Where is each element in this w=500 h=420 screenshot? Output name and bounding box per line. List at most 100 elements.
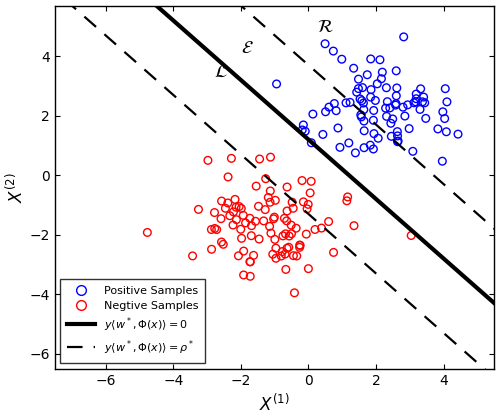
Y-axis label: $X^{(2)}$: $X^{(2)}$ [6,172,27,202]
Point [410,100,418,106]
Point [358,113,366,120]
Point [352,89,360,95]
Point [235,203,243,210]
Point [303,205,311,212]
Point [296,241,304,248]
Point [210,225,218,232]
Point [222,205,230,212]
Point [404,102,411,108]
Point [298,177,306,184]
Point [218,198,226,205]
Point [254,203,262,210]
Point [285,233,293,239]
Point [278,248,286,255]
Point [260,218,268,224]
Point [412,91,420,97]
Point [266,223,274,230]
Point [325,104,333,110]
Point [356,96,364,102]
Point [378,75,386,82]
Point [360,144,368,151]
Point [378,69,386,76]
Point [228,155,235,162]
Point [272,255,280,262]
Point [232,216,240,223]
Point [354,76,362,82]
Point [290,289,298,296]
Point [407,232,415,239]
Point [301,128,309,135]
Point [367,86,375,93]
Point [370,107,378,114]
Point [387,120,395,126]
Point [272,81,280,87]
Point [416,106,424,113]
Point [392,102,400,108]
Point [280,215,288,222]
Point [358,84,366,91]
Point [332,108,340,114]
Text: $\mathcal{E}$: $\mathcal{E}$ [241,39,254,57]
Point [248,232,256,239]
Point [360,106,368,113]
Point [420,100,428,106]
Point [376,56,384,63]
Point [409,148,417,155]
Point [418,98,426,105]
Point [401,113,409,119]
Point [266,188,274,194]
Point [267,230,275,236]
Point [360,127,368,134]
Point [394,133,402,139]
Point [309,111,317,118]
Point [282,266,290,273]
Point [188,252,196,259]
Point [285,244,293,251]
Point [399,104,407,110]
Point [382,84,390,91]
Point [384,98,392,105]
Legend: Positive Samples, Negtive Samples, $y\langle w^*, \Phi(x)\rangle = 0$, $y\langle: Positive Samples, Negtive Samples, $y\la… [60,279,205,363]
Point [217,215,225,222]
Point [204,157,212,164]
Point [443,98,451,105]
Point [208,246,216,253]
Point [240,248,248,255]
Point [296,242,304,249]
Point [324,218,332,225]
Text: $\mathcal{R}$: $\mathcal{R}$ [317,18,334,37]
Point [210,209,218,216]
Point [282,231,290,237]
Point [208,226,216,233]
Point [283,245,291,252]
Point [366,94,374,100]
Point [422,115,430,122]
Point [412,99,420,105]
Point [334,125,342,131]
Point [434,126,442,132]
Point [416,85,424,92]
Point [442,85,450,92]
Point [360,100,368,106]
Point [234,252,242,259]
Point [238,205,246,212]
Text: $\mathcal{L}$: $\mathcal{L}$ [214,63,228,81]
Point [358,97,366,104]
Point [270,214,278,220]
Point [264,194,272,201]
Point [352,150,360,156]
Point [231,196,239,203]
Point [412,95,420,102]
Point [277,253,285,260]
Point [336,144,344,151]
Point [382,105,390,112]
Point [388,116,396,122]
Point [350,222,358,229]
Point [394,138,402,144]
Point [242,220,250,226]
Point [271,236,279,243]
Point [382,113,390,120]
Point [224,173,232,180]
Point [330,48,338,55]
Point [300,199,308,205]
